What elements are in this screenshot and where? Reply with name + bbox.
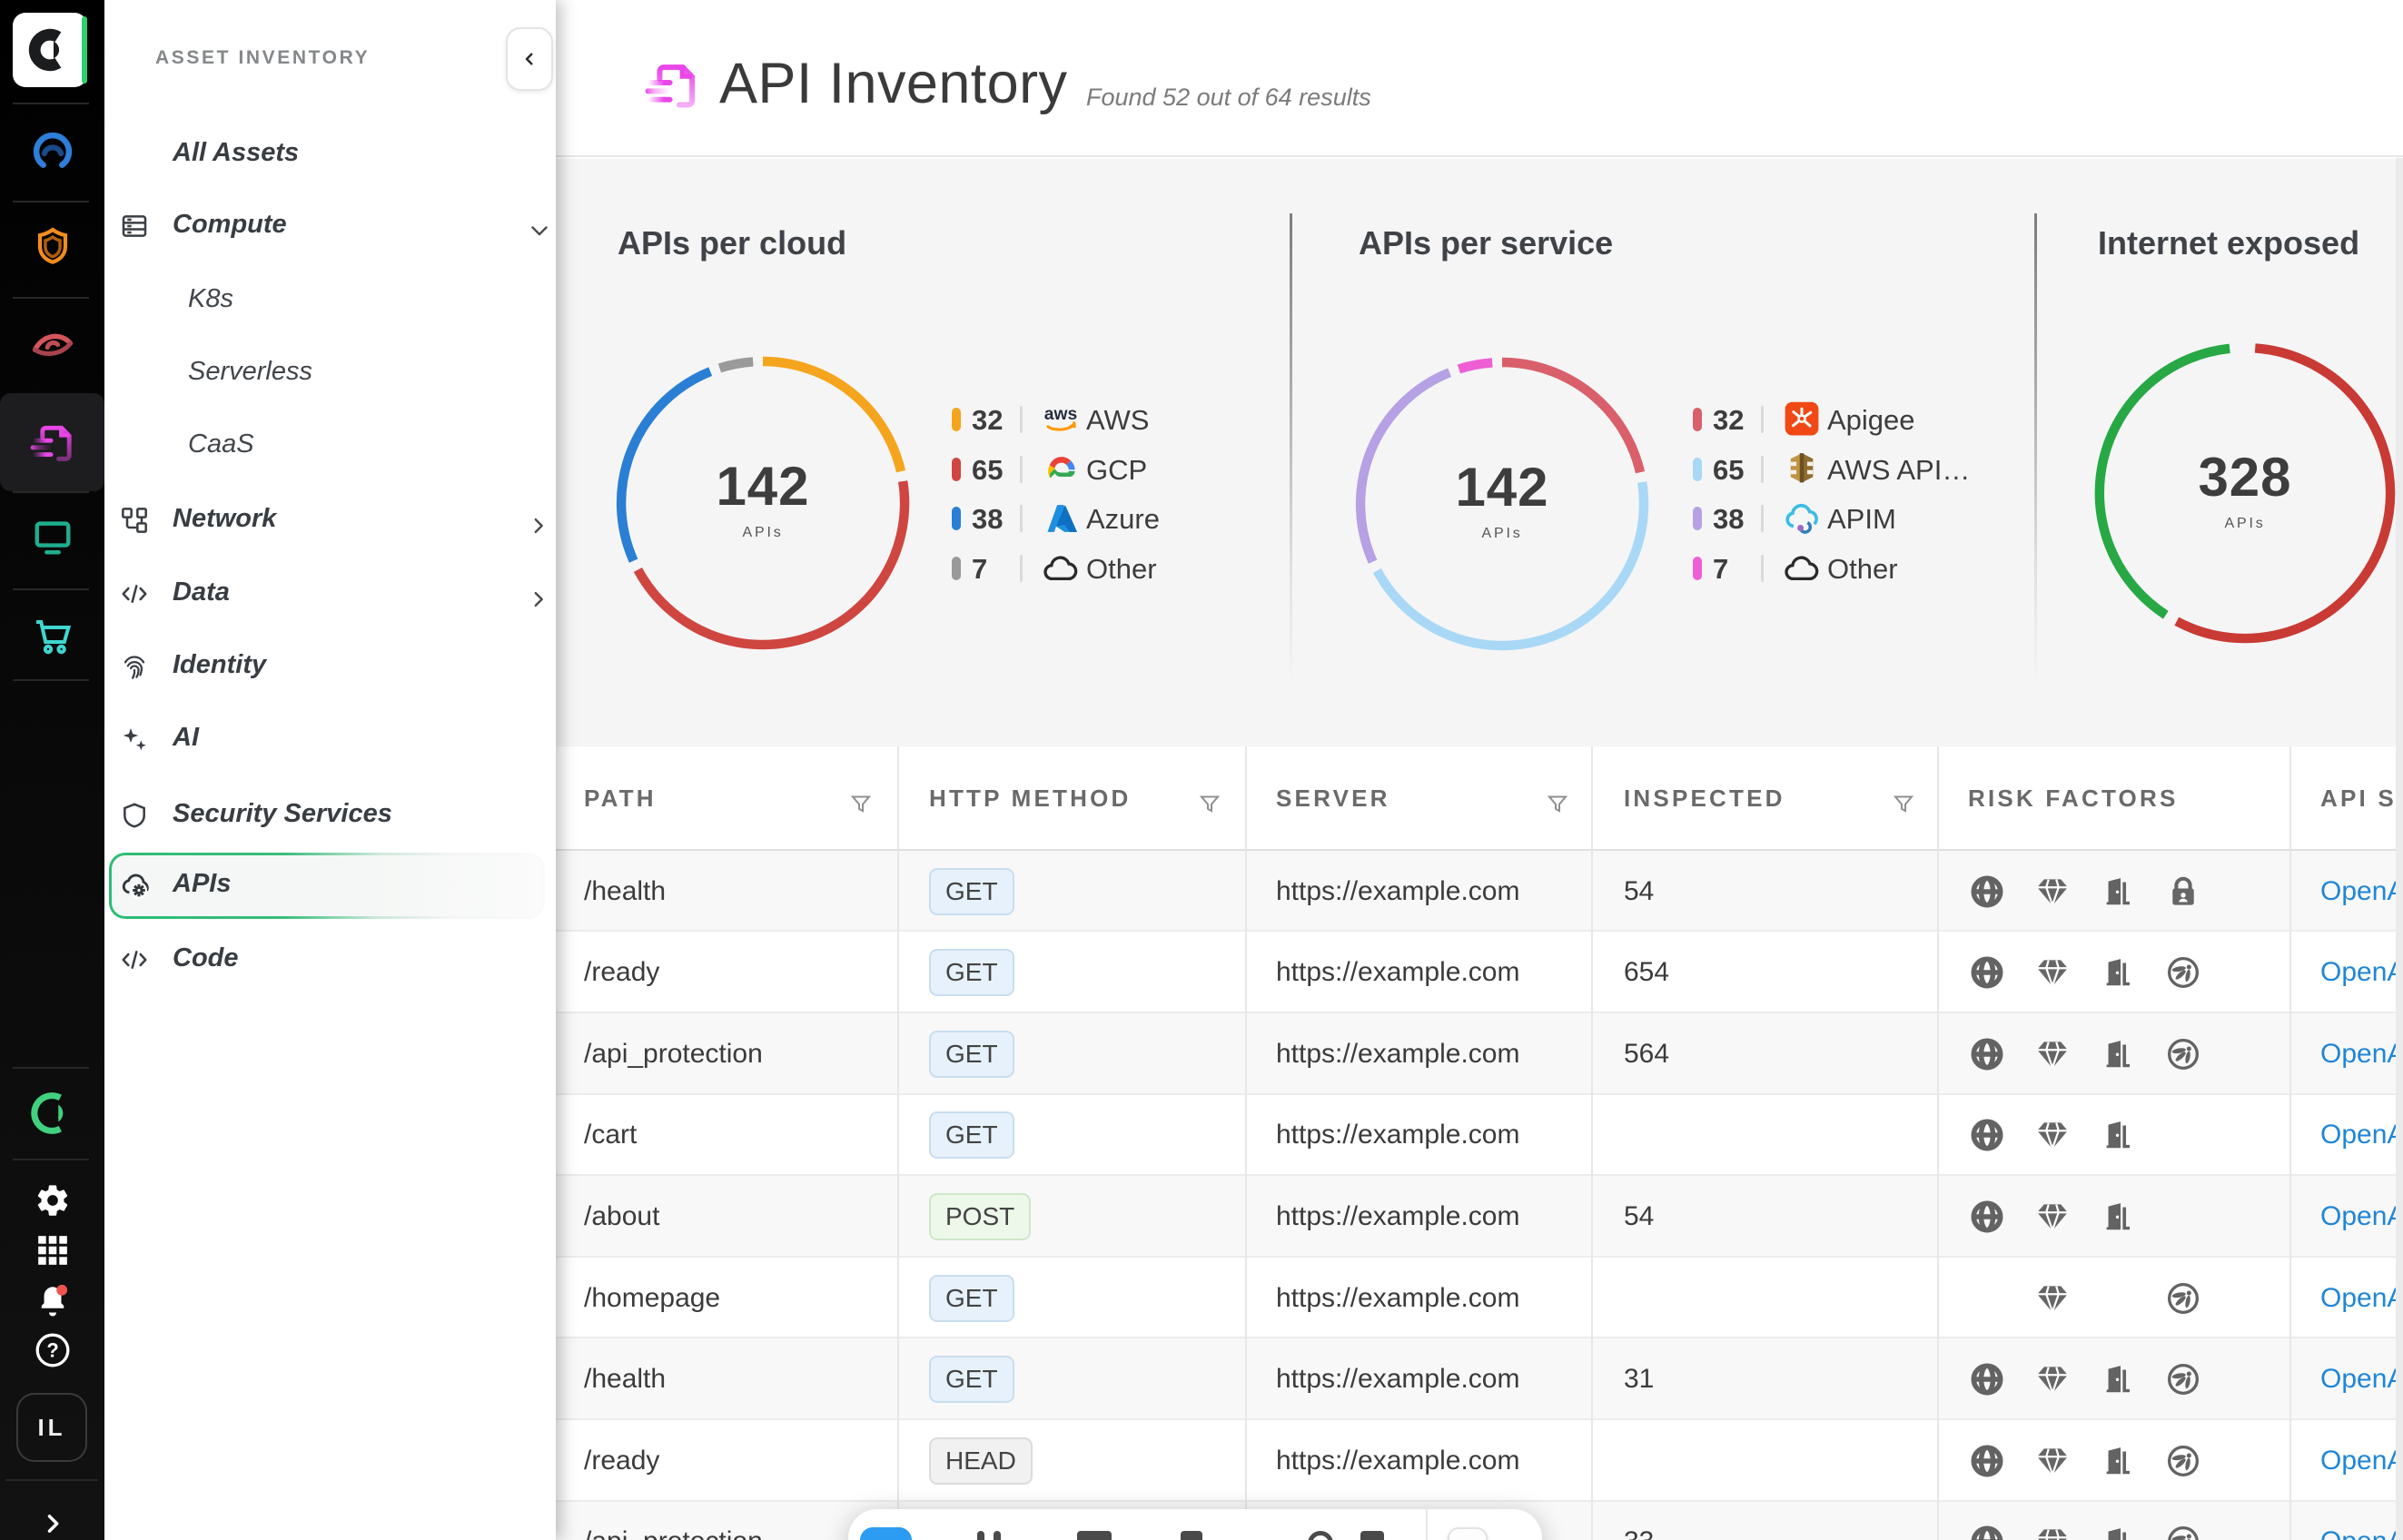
svg-text:aws: aws: [1044, 405, 1077, 424]
svg-text:?: ?: [46, 1339, 58, 1362]
